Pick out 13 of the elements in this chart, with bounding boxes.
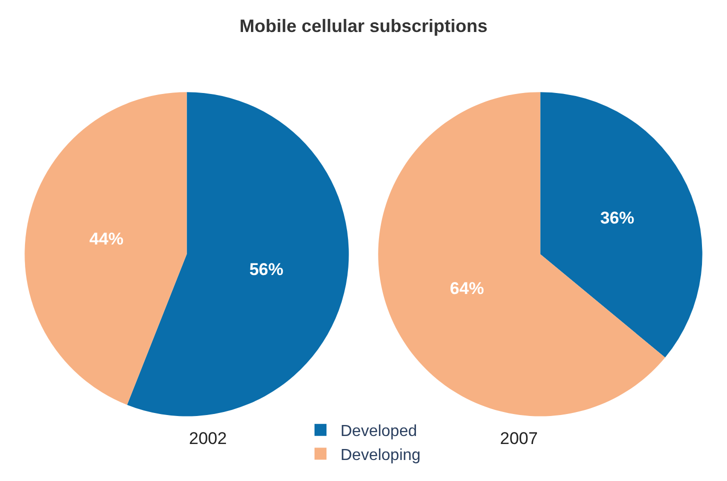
data-label: 56% xyxy=(249,260,284,279)
legend-label: Developing xyxy=(340,446,421,464)
pie-slice xyxy=(378,92,666,416)
chart-title: Mobile cellular subscriptions xyxy=(239,16,488,36)
data-label: 36% xyxy=(600,208,634,228)
text: 2002 xyxy=(189,429,227,448)
pie-slice xyxy=(127,92,349,416)
legend-label: Developed xyxy=(340,423,417,440)
pie-slice xyxy=(540,92,702,358)
pie-slice xyxy=(24,92,187,405)
data-label: 44% xyxy=(89,229,124,248)
text: 2007 xyxy=(500,429,538,448)
data-label: 64% xyxy=(450,279,484,298)
